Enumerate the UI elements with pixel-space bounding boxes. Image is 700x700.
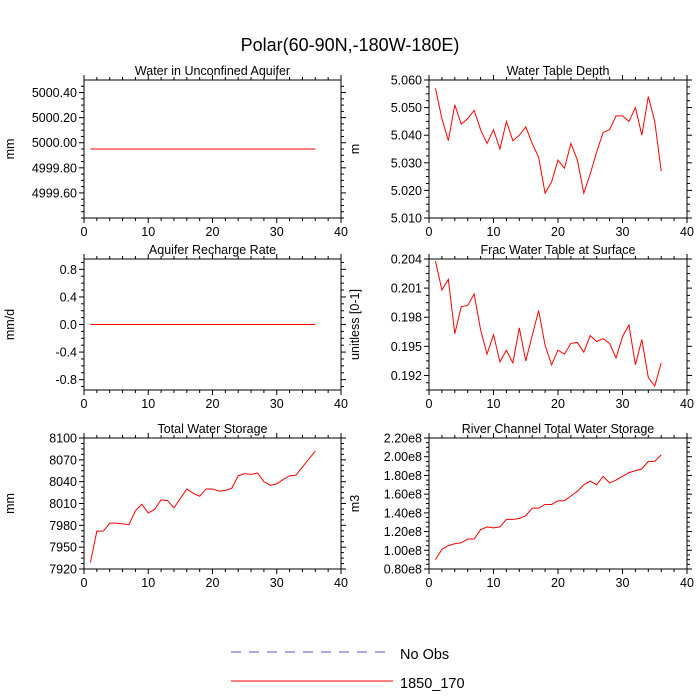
chart-title: Frac Water Table at Surface [481,243,636,257]
x-tick-label: 10 [141,225,155,239]
y-tick-label: 5.020 [391,184,422,198]
chart-panel-4: Frac Water Table at Surface unitless [0-1… [348,243,694,411]
x-tick-label: 40 [680,225,694,239]
legend-label-1: No Obs [400,647,449,663]
x-tick-label: 10 [141,397,155,411]
y-tick-label: 8070 [49,453,77,467]
y-tick-label: 5000.00 [32,136,77,150]
y-tick-label: 7980 [49,519,77,533]
chart-panel-2: Water Table Depth m 0 10 20 30 40 5.010 5.020 5.0… [348,64,694,239]
x-tick-label: 40 [680,397,694,411]
legend-label-2: 1850_170 [400,676,465,692]
y-tick-label: 0.198 [391,311,422,325]
chart-panel-3: Aquifer Recharge Rate mm/d 0 10 20 30 40 -0.8 -0… [3,243,348,411]
y-tick-label: 4999.80 [32,161,77,175]
chart-title: Water in Unconfined Aquifer [135,64,290,78]
series-line-1 [89,450,316,563]
y-axis-label: m [348,144,362,154]
x-tick-label: 20 [551,225,565,239]
y-tick-label: 1.60e8 [384,488,422,502]
x-tick-label: 20 [206,225,220,239]
x-tick-label: 10 [487,225,501,239]
x-tick-label: 0 [426,397,433,411]
x-tick-label: 30 [270,397,284,411]
y-tick-label: 1.00e8 [384,544,422,558]
plot-frame [428,79,688,219]
x-tick-label: 0 [81,576,88,590]
chart-panels: Water in Unconfined Aquifer mm 0 10 20 30 40 49… [3,64,694,590]
x-tick-label: 20 [206,576,220,590]
y-tick-label: 7950 [49,541,77,555]
y-tick-label: 5.040 [391,129,422,143]
x-tick-label: 0 [81,225,88,239]
y-tick-label: 0.4 [60,290,77,304]
y-tick-label: 5.060 [391,74,422,88]
x-tick-label: 0 [426,576,433,590]
chart-panel-1: Water in Unconfined Aquifer mm 0 10 20 30 40 49… [3,64,348,239]
y-tick-label: 5.050 [391,101,422,115]
y-tick-label: 0.201 [391,282,422,296]
chart-title: Aquifer Recharge Rate [149,243,276,257]
x-tick-label: 0 [426,225,433,239]
plot-frame [83,437,342,570]
x-tick-label: 20 [551,576,565,590]
y-tick-label: 8040 [49,475,77,489]
y-tick-label: 0.8 [60,263,77,277]
y-axis-label: m3 [348,495,362,512]
y-tick-label: -0.8 [55,373,77,387]
y-tick-label: 0.195 [391,340,422,354]
y-tick-label: 1.80e8 [384,469,422,483]
series-line-1 [434,88,662,196]
y-tick-label: 1.40e8 [384,506,422,520]
y-axis-label: unitless [0-1] [348,289,362,360]
y-tick-label: 8100 [49,432,77,446]
y-tick-label: 7920 [49,563,77,577]
legend: No Obs 1850_170 [231,647,465,692]
x-tick-label: 30 [270,576,284,590]
chart-panel-6: River Channel Total Water Storage m3 0 10 20… [348,422,694,590]
y-tick-label: 0.0 [60,318,77,332]
x-tick-label: 30 [616,225,630,239]
y-tick-label: -0.4 [55,346,77,360]
x-tick-label: 20 [206,397,220,411]
x-tick-label: 10 [487,397,501,411]
y-tick-label: 8010 [49,497,77,511]
chart-panel-5: Total Water Storage mm 0 10 20 30 40 7920 7950 79… [3,422,348,590]
chart-title: Total Water Storage [157,422,267,436]
y-tick-label: 0.80e8 [384,563,422,577]
x-tick-label: 40 [334,576,348,590]
y-tick-label: 4999.60 [32,186,77,200]
series-line-1 [435,454,662,560]
y-axis-label: mm [3,139,17,160]
x-tick-label: 30 [616,576,630,590]
plot-frame [428,258,688,391]
x-tick-label: 40 [334,225,348,239]
x-tick-label: 10 [487,576,501,590]
y-tick-label: 2.20e8 [384,432,422,446]
x-tick-label: 10 [141,576,155,590]
y-tick-label: 5000.40 [32,86,77,100]
x-tick-label: 30 [616,397,630,411]
plot-frame [428,437,688,570]
chart-title: Water Table Depth [507,64,610,78]
y-tick-label: 5.010 [391,212,422,226]
y-tick-label: 5.030 [391,156,422,170]
x-tick-label: 40 [680,576,694,590]
y-tick-label: 0.192 [391,369,422,383]
x-tick-label: 20 [551,397,565,411]
chart-title: River Channel Total Water Storage [462,422,655,436]
series-line-1 [434,260,662,388]
page-title: Polar(60-90N,-180W-180E) [241,35,460,55]
y-tick-label: 2.00e8 [384,450,422,464]
y-tick-label: 5000.20 [32,111,77,125]
y-axis-label: mm [3,493,17,514]
y-tick-label: 0.204 [391,253,422,267]
x-tick-label: 30 [270,225,284,239]
y-tick-label: 1.20e8 [384,525,422,539]
x-tick-label: 40 [334,397,348,411]
x-tick-label: 0 [81,397,88,411]
y-axis-label: mm/d [3,309,17,340]
